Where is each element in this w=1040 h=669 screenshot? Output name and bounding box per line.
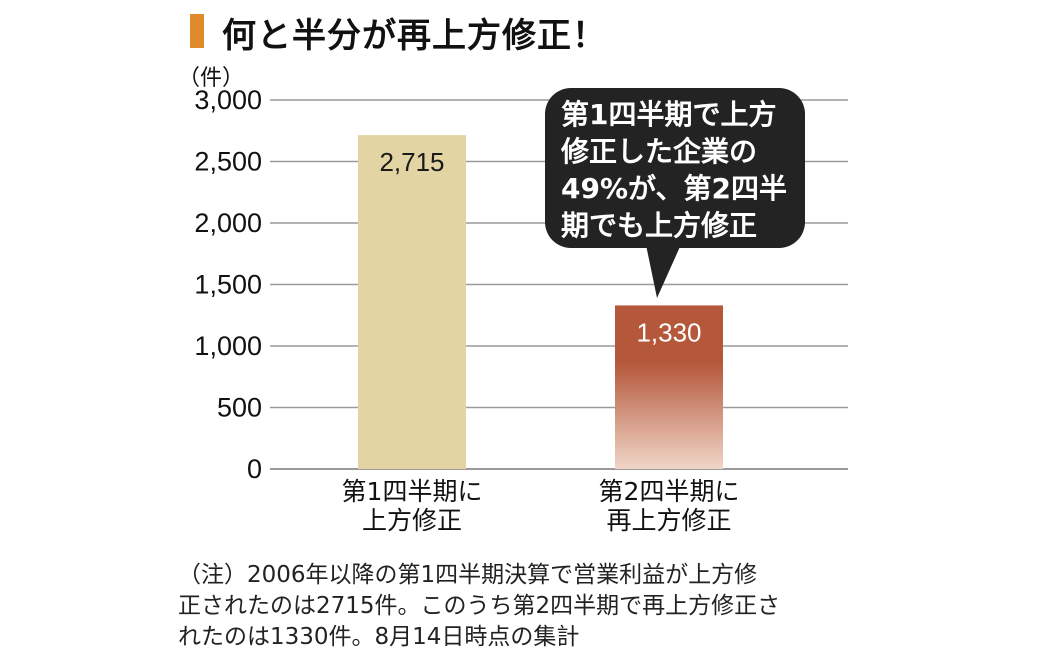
y-tick-label: 3,000 — [194, 85, 262, 115]
bar — [615, 305, 723, 469]
footnote-line-3: れたのは1330件。8月14日時点の集計 — [178, 624, 580, 650]
y-tick-label: 2,000 — [194, 208, 262, 238]
callout-line-4: 期でも上方修正 — [561, 209, 758, 242]
footnote-line-1: （注）2006年以降の第1四半期決算で営業利益が上方修 — [178, 562, 758, 588]
data-label: 2,715 — [379, 147, 444, 177]
y-tick-label: 500 — [217, 393, 262, 423]
x-category-label: 第2四半期に — [599, 477, 740, 506]
y-tick-label: 0 — [247, 454, 262, 484]
x-category-label: 再上方修正 — [606, 506, 731, 535]
callout-tail — [645, 240, 683, 298]
y-axis-unit: （件） — [178, 66, 245, 91]
x-category-label: 第1四半期に — [342, 477, 483, 506]
y-tick-label: 2,500 — [194, 147, 262, 177]
footnote: （注）2006年以降の第1四半期決算で営業利益が上方修 正されたのは2715件。… — [178, 560, 878, 653]
title-accent-bar — [190, 14, 204, 48]
callout-line-1: 第1四半期で上方 — [561, 98, 777, 131]
callout-line-2: 修正した企業の — [561, 135, 758, 168]
callout-bubble: 第1四半期で上方 修正した企業の 49%が、第2四半 期でも上方修正 — [545, 88, 805, 248]
y-tick-label: 1,000 — [194, 331, 262, 361]
y-tick-label: 1,500 — [194, 270, 262, 300]
footnote-line-2: 正されたのは2715件。このうち第2四半期で再上方修正さ — [178, 593, 781, 619]
x-category-label: 上方修正 — [362, 506, 462, 535]
chart-title: 何と半分が再上方修正！ — [222, 16, 607, 56]
callout-line-3: 49%が、第2四半 — [561, 172, 787, 205]
bar — [358, 135, 466, 469]
data-label: 1,330 — [636, 317, 701, 347]
